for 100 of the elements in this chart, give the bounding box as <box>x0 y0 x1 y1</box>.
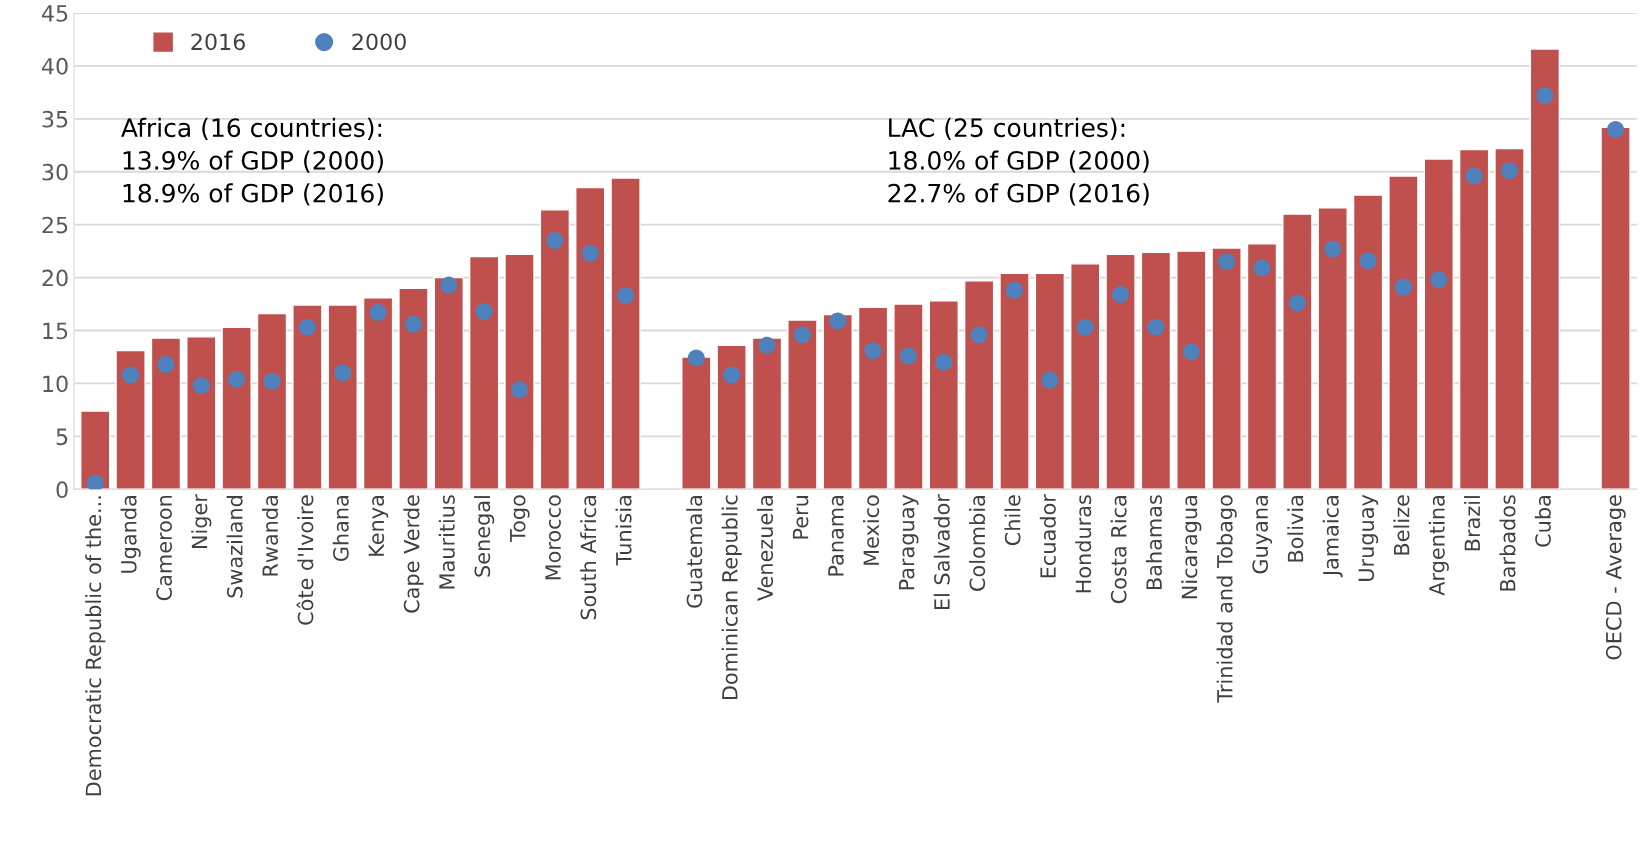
bar <box>928 300 959 490</box>
bar <box>1317 207 1348 490</box>
bar <box>221 326 252 490</box>
bar <box>822 313 853 490</box>
point <box>935 353 953 371</box>
point <box>1536 87 1554 105</box>
bar <box>292 304 323 490</box>
point <box>369 304 387 322</box>
y-tick-label: 15 <box>43 322 68 340</box>
point <box>157 355 175 373</box>
bar <box>1176 250 1207 490</box>
bar <box>150 337 182 490</box>
bar <box>433 276 464 490</box>
point <box>263 372 281 390</box>
point <box>617 287 635 305</box>
point <box>1607 120 1625 138</box>
x-tick-label: Trinidad and Tobago <box>1216 495 1237 703</box>
bar <box>1529 48 1561 490</box>
x-tick-label: Mauritius <box>438 495 455 589</box>
bar <box>186 336 217 490</box>
x-tick-label: Rwanda <box>261 496 279 576</box>
point <box>829 312 847 330</box>
point <box>1006 281 1024 299</box>
y-tick-label: 5 <box>56 428 68 446</box>
point <box>1147 318 1165 336</box>
point <box>687 349 705 367</box>
point <box>581 244 599 262</box>
y-tick-label: 45 <box>41 5 68 22</box>
x-tick-label: Kenya <box>368 496 389 556</box>
x-tick-label: Côte d'Ivoire <box>296 495 314 625</box>
x-tick-label: Bolivia <box>1287 496 1304 562</box>
bar <box>1352 194 1384 490</box>
x-tick-label: Togo <box>510 495 530 543</box>
bar <box>80 410 111 490</box>
bar <box>1423 158 1454 490</box>
bar <box>1388 175 1419 490</box>
x-tick-label: Colombia <box>969 496 986 591</box>
y-tick-label: 0 <box>56 481 68 499</box>
x-tick-label: Mexico <box>863 495 880 565</box>
point <box>1253 259 1271 277</box>
point <box>546 232 564 250</box>
point <box>511 381 529 399</box>
bar <box>716 344 747 490</box>
bar <box>893 303 924 490</box>
x-tick-label: Nicaragua <box>1181 496 1202 599</box>
x-tick-label: Brazil <box>1464 496 1481 551</box>
x-tick-label: Morocco <box>545 495 561 580</box>
x-tick-label: Uruguay <box>1358 494 1379 581</box>
bar <box>115 349 146 490</box>
point <box>723 366 741 384</box>
bar <box>751 337 783 490</box>
bar <box>787 319 818 490</box>
x-tick-label: Costa Rica <box>1110 496 1127 604</box>
bar <box>681 356 712 490</box>
bar <box>1600 126 1631 490</box>
x-tick-label: Swaziland <box>226 496 243 598</box>
annotation: LAC (25 countries): 18.0% of GDP (2000) 22.7% of GDP (2016) <box>888 117 1149 206</box>
x-tick-label: El Salvador <box>933 494 950 610</box>
x-tick-label: South Africa <box>580 496 597 620</box>
bar <box>468 255 500 490</box>
x-tick-label: Argentina <box>1428 496 1449 596</box>
point <box>1324 240 1342 258</box>
x-tick-label: Cape Verde <box>403 495 424 613</box>
bar <box>504 253 535 490</box>
bar <box>1494 147 1525 490</box>
x-tick-label: Honduras <box>1075 495 1092 593</box>
x-tick-label: Uganda <box>120 496 141 573</box>
y-tick-label: 20 <box>42 269 68 287</box>
legend-label: 2016 <box>191 33 245 51</box>
bar <box>610 177 641 490</box>
bar <box>327 304 358 490</box>
x-tick-label: Venezuela <box>756 496 774 601</box>
y-tick-label: 10 <box>43 375 68 393</box>
point <box>1288 294 1306 312</box>
bar <box>1070 263 1101 490</box>
x-tick-label: Guatemala <box>686 496 703 608</box>
bar <box>1246 243 1278 490</box>
bar <box>857 306 889 490</box>
bar <box>1140 251 1172 490</box>
bar <box>362 297 394 490</box>
x-tick-label: Senegal <box>474 496 495 577</box>
point <box>1218 253 1236 271</box>
point <box>1359 252 1377 270</box>
point <box>793 326 811 344</box>
x-tick-label: Guyana <box>1252 496 1273 574</box>
point <box>122 366 140 384</box>
bar <box>539 209 571 490</box>
x-tick-label: Niger <box>191 494 212 549</box>
x-tick-label: Democratic Republic of the... <box>85 496 106 796</box>
point <box>228 370 246 388</box>
y-tick-label: 40 <box>41 57 68 75</box>
x-tick-label: Jamaica <box>1322 496 1343 578</box>
bar <box>1458 148 1490 490</box>
x-tick-label: Chile <box>1004 495 1021 546</box>
bar <box>1211 247 1242 490</box>
x-tick-label: Ghana <box>332 496 349 562</box>
point <box>86 474 104 490</box>
bar <box>963 280 995 490</box>
point <box>475 302 493 320</box>
point <box>1112 286 1130 304</box>
